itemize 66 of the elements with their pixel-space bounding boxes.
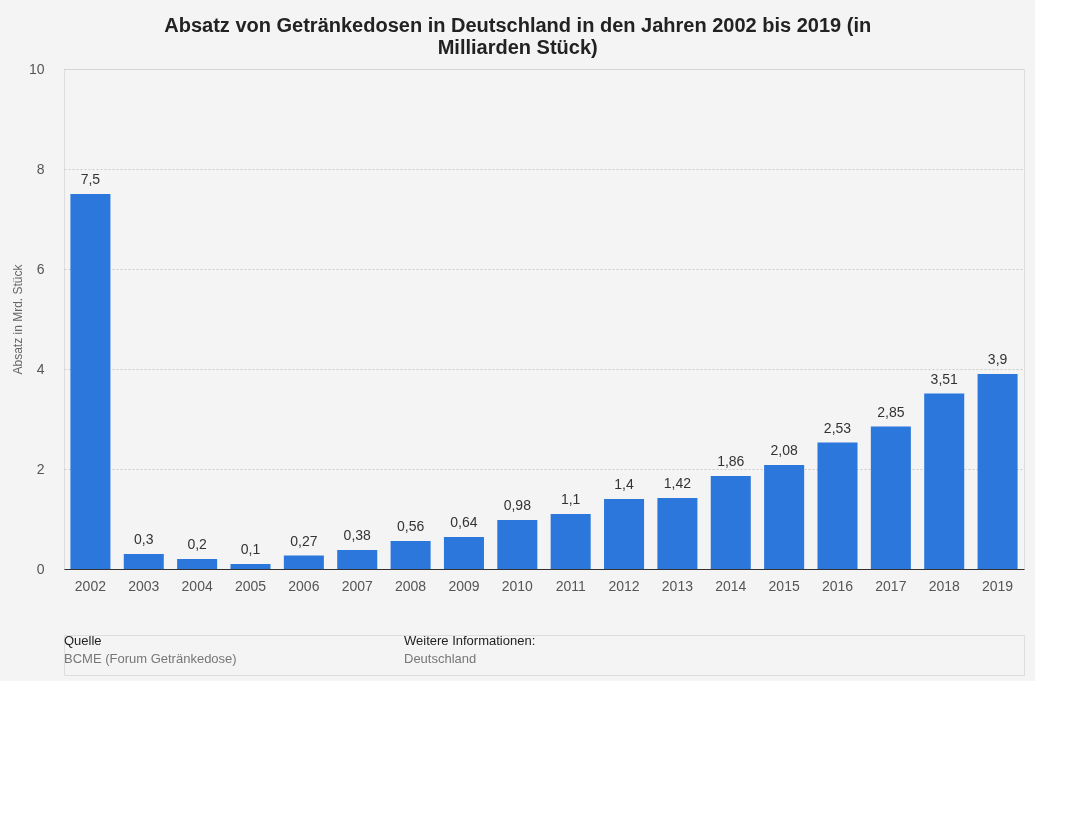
- bar: [657, 498, 698, 569]
- bar: [390, 541, 431, 569]
- bar: [817, 442, 858, 569]
- x-tick-label: 2017: [875, 577, 907, 594]
- data-label: 0,38: [343, 527, 372, 543]
- bar: [70, 194, 111, 569]
- y-tick-label: 0: [36, 560, 45, 577]
- data-label: 0,56: [396, 518, 425, 534]
- data-label: 7,5: [80, 171, 101, 187]
- data-label: 0,64: [450, 514, 478, 530]
- bar: [764, 465, 805, 569]
- y-tick-label: 10: [28, 60, 45, 77]
- data-label: 0,27: [290, 532, 318, 549]
- text: Weitere Informationen:: [404, 633, 536, 648]
- x-tick-label: 2005: [234, 577, 267, 594]
- chart-title: Absatz von Getränkedosen in Deutschland in den Jahren 2002 bis 2019 (in Milliarden Stück): [164, 13, 872, 58]
- x-tick-label: 2013: [661, 577, 694, 594]
- text: BCME (Forum Getränkedose): [64, 651, 237, 666]
- bar: [977, 374, 1018, 569]
- text: Quelle: [64, 633, 102, 648]
- data-label: 1,4: [614, 476, 634, 492]
- bar: [497, 520, 538, 569]
- data-label: 0,98: [503, 497, 532, 513]
- bar: [924, 393, 965, 569]
- x-tick-label: 2008: [395, 577, 427, 594]
- x-tick-label: 2014: [715, 577, 747, 594]
- data-label: 1,42: [663, 475, 692, 491]
- data-label: 1,1: [560, 491, 581, 507]
- y-tick-label: 6: [36, 260, 45, 277]
- bar: [550, 514, 591, 569]
- bar: [710, 476, 751, 569]
- data-label: 2,53: [823, 419, 852, 436]
- bar: [230, 564, 271, 569]
- bar: [283, 555, 324, 569]
- x-tick-label: 2018: [928, 577, 960, 594]
- y-axis-title: Absatz in Mrd. Stück: [10, 263, 25, 375]
- x-tick-label: 2011: [555, 577, 586, 594]
- bar: [870, 426, 911, 569]
- y-tick-label: 8: [36, 160, 45, 177]
- data-label: 2,08: [770, 442, 798, 458]
- x-tick-label: 2016: [821, 577, 854, 594]
- bar: [337, 550, 378, 569]
- x-tick-label: 2004: [181, 577, 213, 594]
- data-label: 2,85: [877, 403, 905, 420]
- x-tick-label: 2009: [448, 577, 480, 594]
- data-label: 0,2: [187, 536, 208, 552]
- y-tick-label: 4: [36, 360, 45, 377]
- x-tick-label: 2012: [608, 577, 640, 594]
- data-label: 1,86: [717, 453, 745, 469]
- data-label: 3,51: [930, 370, 959, 387]
- text: Deutschland: [404, 651, 477, 666]
- x-tick-label: 2015: [768, 577, 800, 594]
- x-tick-label: 2002: [74, 577, 107, 594]
- data-label: 0,1: [240, 541, 261, 557]
- x-tick-label: 2007: [341, 577, 374, 594]
- x-tick-label: 2006: [288, 577, 320, 594]
- bar: [604, 499, 645, 569]
- bar: [123, 554, 164, 569]
- data-label: 0,3: [134, 531, 154, 547]
- x-tick-label: 2019: [982, 577, 1014, 594]
- bar: [177, 559, 218, 569]
- bar: [443, 537, 484, 569]
- y-tick-label: 2: [36, 460, 45, 477]
- x-tick-label: 2003: [128, 577, 160, 594]
- data-label: 3,9: [987, 351, 1008, 367]
- x-tick-label: 2010: [501, 577, 534, 594]
